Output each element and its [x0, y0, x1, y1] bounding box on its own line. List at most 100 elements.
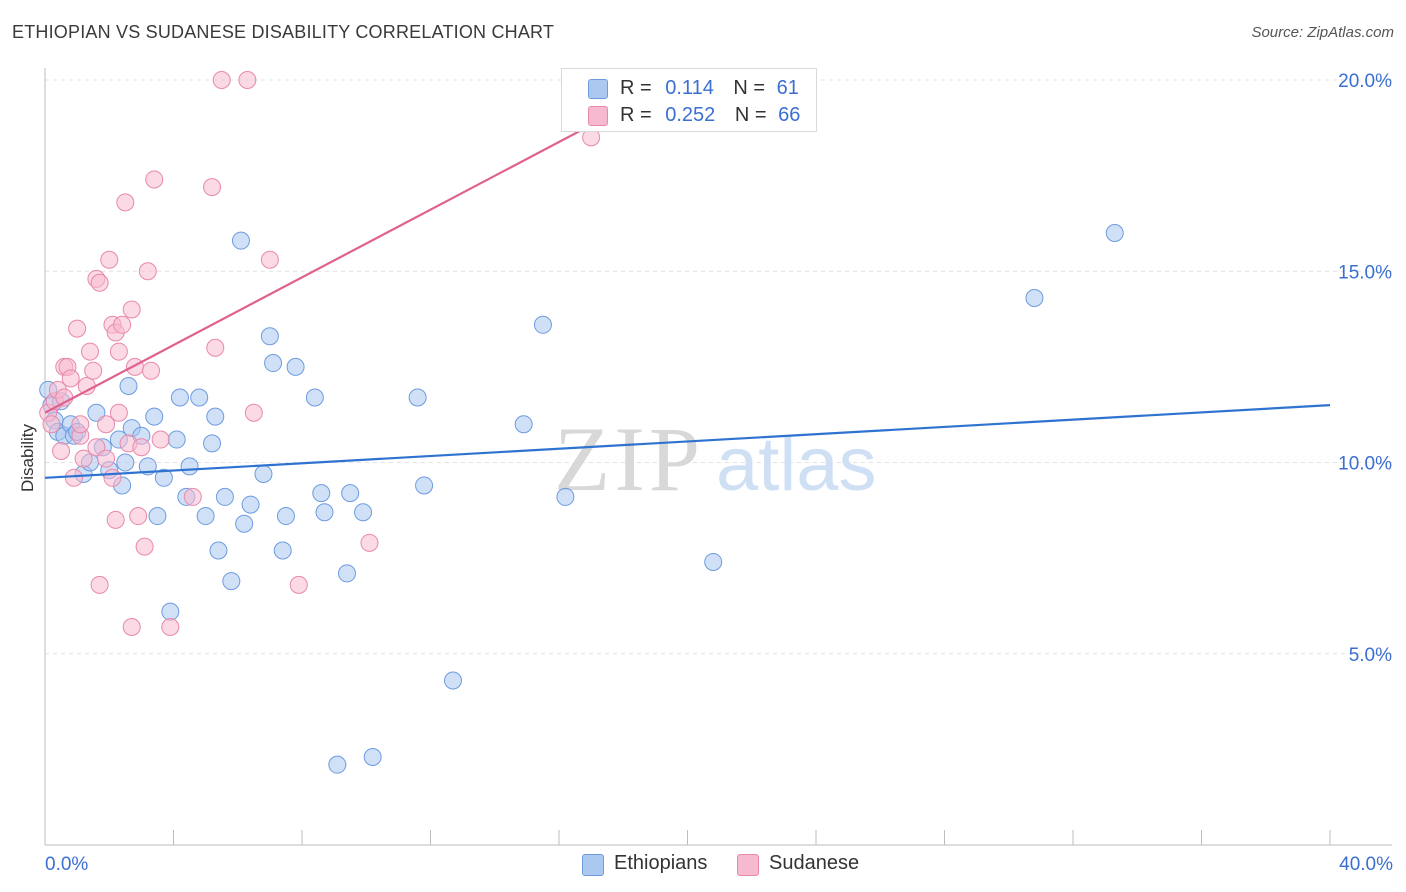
ethiopian-point: [533, 315, 552, 334]
sudanese-point: [61, 369, 80, 388]
ethiopian-point: [209, 541, 228, 560]
sudanese-point: [203, 178, 222, 197]
ethiopian-point: [341, 484, 360, 503]
n-value: 61: [776, 77, 799, 99]
sudanese-point: [212, 71, 231, 89]
sudanese-point: [129, 507, 148, 526]
ethiopian-point: [215, 487, 234, 506]
ethiopian-point: [222, 572, 241, 591]
ethiopian-point: [354, 503, 373, 522]
ethiopian-point: [206, 407, 225, 426]
ethiopian-point: [145, 407, 164, 426]
sudanese-point: [360, 533, 379, 552]
ethiopian-point: [312, 484, 331, 503]
sudanese-legend-swatch: [737, 854, 759, 876]
ethiopian-point: [286, 357, 305, 376]
ethiopians-legend-label: Ethiopians: [614, 852, 708, 874]
ethiopian-point: [138, 457, 157, 476]
ethiopian-point: [231, 231, 250, 250]
n-label: N =: [733, 77, 766, 99]
ethiopians-legend-swatch: [582, 854, 604, 876]
sudanese-point: [100, 250, 119, 269]
sudanese-point: [206, 338, 225, 357]
y-axis-label: Disability: [18, 423, 37, 492]
sudanese-swatch: [588, 106, 608, 126]
chart-title: ETHIOPIAN VS SUDANESE DISABILITY CORRELA…: [12, 22, 555, 42]
sudanese-point: [68, 319, 87, 338]
ethiopian-point: [203, 434, 222, 453]
ethiopian-point: [161, 602, 180, 621]
ethiopian-point: [235, 514, 254, 533]
sudanese-point: [103, 468, 122, 487]
sudanese-point: [90, 273, 109, 292]
ethiopian-point: [305, 388, 324, 407]
y-tick-label: 15.0%: [1338, 262, 1392, 283]
ethiopian-point: [196, 507, 215, 526]
ethiopians-trend-line: [44, 404, 1331, 479]
sudanese-point: [151, 430, 170, 449]
ethiopian-point: [704, 552, 723, 571]
r-value: 0.114: [665, 77, 714, 99]
y-tick-label: 10.0%: [1338, 454, 1392, 475]
sudanese-point: [138, 262, 157, 281]
sudanese-point: [161, 617, 180, 636]
ethiopian-point: [241, 495, 260, 514]
ethiopian-point: [315, 503, 334, 522]
ethiopian-point: [408, 388, 427, 407]
sudanese-point: [42, 415, 61, 434]
ethiopian-point: [273, 541, 292, 560]
ethiopian-point: [276, 507, 295, 526]
ethiopian-point: [116, 453, 135, 472]
sudanese-point: [183, 487, 202, 506]
sudanese-point: [90, 575, 109, 594]
ethiopian-point: [328, 755, 347, 774]
n-label: N =: [734, 104, 767, 126]
ethiopian-point: [363, 748, 382, 767]
ethiopian-point: [254, 464, 273, 483]
ethiopian-point: [1025, 289, 1044, 308]
sudanese-point: [97, 415, 116, 434]
sudanese-point: [106, 510, 125, 529]
sudanese-point: [116, 193, 135, 212]
sudanese-point: [97, 449, 116, 468]
ethiopian-point: [87, 403, 106, 422]
sudanese-point: [64, 468, 83, 487]
ethiopian-point: [148, 507, 167, 526]
sudanese-point: [52, 442, 71, 461]
ethiopian-point: [443, 671, 462, 690]
correlation-legend: R = 0.114 N = 61 R = 0.252 N = 66: [561, 68, 817, 132]
y-tick-label: 20.0%: [1338, 71, 1392, 92]
watermark-zip: ZIP: [554, 408, 704, 510]
source-label: Source: ZipAtlas.com: [1251, 24, 1394, 41]
grid-layer: [45, 79, 1392, 655]
sudanese-point: [71, 415, 90, 434]
r-value: 0.252: [665, 104, 716, 126]
sudanese-point: [135, 537, 154, 556]
watermark: ZIP atlas: [554, 408, 877, 510]
sudanese-point: [145, 170, 164, 189]
n-value: 66: [778, 104, 801, 126]
points-layer: [39, 71, 1124, 774]
r-label: R =: [620, 104, 652, 126]
ethiopian-point: [514, 415, 533, 434]
sudanese-point: [109, 403, 128, 422]
ethiopian-point: [190, 388, 209, 407]
sudanese-point: [84, 361, 103, 380]
sudanese-point: [125, 357, 144, 376]
ethiopian-point: [154, 468, 173, 487]
sudanese-point: [132, 438, 151, 457]
ethiopian-point: [180, 457, 199, 476]
ethiopian-point: [556, 487, 575, 506]
ethiopian-point: [119, 377, 138, 395]
ethiopian-point: [167, 430, 186, 449]
r-label: R =: [620, 77, 652, 99]
sudanese-point: [289, 575, 308, 594]
sudanese-point: [122, 300, 141, 319]
ethiopian-point: [264, 354, 283, 373]
sudanese-point: [74, 449, 93, 468]
sudanese-point: [80, 342, 99, 361]
axes-layer: [44, 68, 1392, 846]
labels-layer: 5.0% 10.0% 15.0% 20.0% 0.0% 40.0% Disability: [18, 71, 1393, 875]
sudanese-point: [260, 250, 279, 269]
